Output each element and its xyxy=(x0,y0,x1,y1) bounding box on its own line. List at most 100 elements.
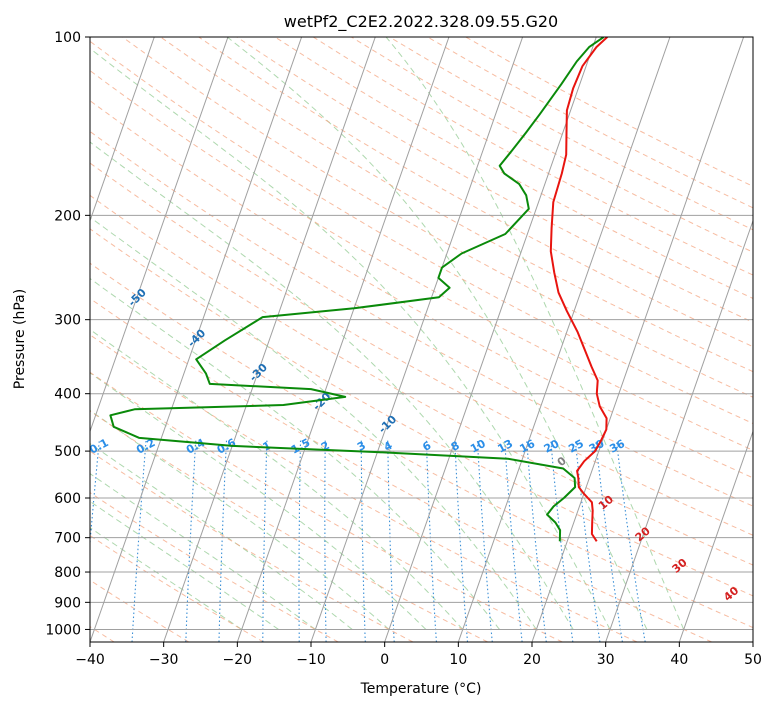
plot-frame xyxy=(89,36,754,643)
mixing-ratio-line xyxy=(218,440,228,642)
line-labels: -100-90-80-70-60-50-40-30-20-100.10.20.4… xyxy=(15,181,742,604)
isotherm-line xyxy=(531,37,745,642)
x-axis-label: Temperature (°C) xyxy=(360,681,482,697)
dry-adiabat-line xyxy=(427,37,753,209)
y-tick-label: 100 xyxy=(54,30,81,46)
mixing-ratio-line xyxy=(550,440,574,642)
dry-adiabat-line xyxy=(465,37,753,187)
mixing-ratio-lines xyxy=(90,440,646,642)
moist-adiabat-line xyxy=(90,141,574,630)
y-tick-label: 800 xyxy=(54,565,81,581)
y-tick-label: 900 xyxy=(54,595,81,611)
mixing-ratio-label: 10 xyxy=(468,437,488,456)
dry-adiabat-line xyxy=(90,100,753,479)
x-tick-label: −30 xyxy=(149,652,179,668)
isotherm-label: -10 xyxy=(376,413,399,436)
mixing-ratio-label: 13 xyxy=(495,437,515,456)
moist-adiabat-line xyxy=(90,473,316,630)
mixing-ratio-label: 25 xyxy=(566,437,586,456)
isotherm-label: -70 xyxy=(15,181,38,204)
moist-adiabat-line xyxy=(90,216,537,630)
isotherm-line xyxy=(236,37,450,642)
isotherm-line xyxy=(457,37,671,642)
pressure-gridlines xyxy=(90,37,753,630)
dry-adiabat-label: 10 xyxy=(596,493,616,513)
mixing-ratio-line xyxy=(574,440,601,642)
moist-adiabat-line xyxy=(90,442,353,630)
moist-adiabat-line xyxy=(90,277,500,630)
mixing-ratio-label: 36 xyxy=(607,437,627,456)
isotherm-line xyxy=(90,37,155,223)
isotherm-line xyxy=(163,37,376,642)
dry-adiabat-line xyxy=(90,162,753,536)
y-axis-label: Pressure (hPa) xyxy=(12,289,28,389)
isotherm-label: -50 xyxy=(126,286,149,309)
mixing-ratio-line xyxy=(131,440,147,642)
mixing-ratio-line xyxy=(185,440,197,642)
y-axis-ticks: 1000 900 800 700 600 500 400 300 200 100 xyxy=(45,30,90,638)
dry-adiabat-line xyxy=(90,492,339,642)
isotherm-line xyxy=(0,37,7,642)
chart-title: wetPf2_C2E2.2022.328.09.55.G20 xyxy=(284,12,558,32)
x-tick-label: 50 xyxy=(744,652,762,668)
mixing-ratio-line xyxy=(454,440,469,642)
dry-adiabat-line xyxy=(90,297,712,642)
mixing-ratio-line xyxy=(504,440,523,642)
isotherm-line xyxy=(384,37,597,642)
x-tick-label: −20 xyxy=(223,652,253,668)
dry-adiabat-line xyxy=(90,130,753,507)
moist-adiabat-line xyxy=(90,409,390,630)
dry-adiabat-line xyxy=(90,262,753,629)
dry-adiabat-line xyxy=(274,37,753,299)
dry-adiabat-line xyxy=(90,535,264,642)
dry-adiabat-line xyxy=(90,410,488,642)
mixing-ratio-line xyxy=(425,440,437,642)
y-tick-label: 700 xyxy=(54,531,81,547)
mixing-ratio-line xyxy=(387,440,395,642)
dry-adiabat-line xyxy=(90,40,753,425)
mixing-ratio-line xyxy=(476,440,493,642)
x-axis-ticks: −40 −30 −20 −10 0 10 20 30 40 50 xyxy=(75,642,762,668)
x-tick-label: 10 xyxy=(449,652,467,668)
mixing-ratio-line xyxy=(360,440,366,642)
mixing-ratio-line xyxy=(526,440,547,642)
mixing-ratio-line xyxy=(324,440,327,642)
dry-adiabat-line xyxy=(236,37,753,323)
profiles xyxy=(109,37,608,542)
x-tick-label: 30 xyxy=(597,652,615,668)
isotherm-line xyxy=(605,219,753,642)
y-tick-label: 400 xyxy=(54,387,81,403)
mixing-ratio-label: 0.4 xyxy=(184,436,208,457)
dry-adiabat-line xyxy=(389,37,753,231)
dry-adiabat-label: 20 xyxy=(633,524,653,544)
dewpoint-line xyxy=(109,37,605,542)
dry-adiabat-line xyxy=(312,37,753,276)
isotherm-line xyxy=(90,37,303,642)
x-tick-label: 20 xyxy=(523,652,541,668)
temperature-line xyxy=(549,37,608,542)
dry-adiabat-line xyxy=(122,37,753,398)
dry-adiabat-line xyxy=(160,37,753,373)
moist-adiabat-line xyxy=(90,527,242,630)
mixing-ratio-line xyxy=(262,440,268,642)
isotherms xyxy=(0,37,753,642)
moist-adiabat-line xyxy=(90,500,279,630)
mixing-ratio-line xyxy=(595,440,623,642)
dry-adiabat-line xyxy=(198,37,753,348)
y-tick-label: 500 xyxy=(54,444,81,460)
moist-adiabat-line xyxy=(226,37,648,630)
x-tick-label: −10 xyxy=(296,652,326,668)
isotherm-line xyxy=(90,37,229,433)
y-tick-label: 600 xyxy=(54,491,81,507)
mixing-ratio-line xyxy=(298,440,302,642)
x-tick-label: 0 xyxy=(380,652,389,668)
isotherm-label: -60 xyxy=(67,242,90,265)
x-tick-label: 40 xyxy=(670,652,688,668)
dry-adiabat-line xyxy=(90,228,753,597)
mixing-ratio-label: 16 xyxy=(518,437,538,456)
moist-adiabats xyxy=(90,37,685,630)
dry-adiabat-line xyxy=(90,334,638,642)
mixing-ratio-label: 2 xyxy=(319,439,332,454)
dry-adiabat-label: 40 xyxy=(721,584,741,604)
